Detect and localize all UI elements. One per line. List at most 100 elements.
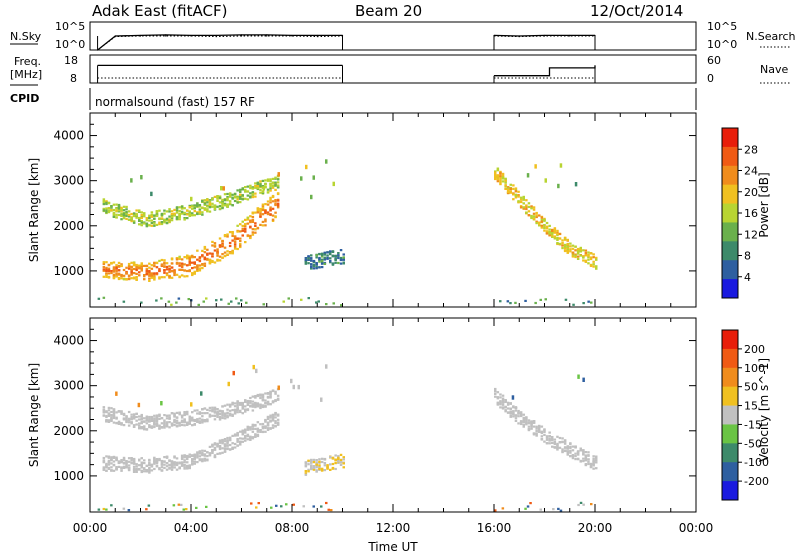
heatmap-cell — [269, 396, 272, 399]
date-title: 12/Oct/2014 — [590, 2, 683, 20]
noise-series-0-segment-0 — [97, 34, 343, 51]
heatmap-cell — [228, 231, 232, 234]
colorbar-tick-label: 24 — [744, 165, 758, 178]
heatmap-cell — [246, 435, 250, 438]
colorbar-tick-label: 100 — [744, 362, 765, 375]
heatmap-cell — [304, 472, 308, 475]
heatmap-cell — [271, 414, 275, 417]
heatmap-cell — [132, 276, 136, 279]
heatmap-cell — [175, 422, 179, 425]
heatmap-cell — [318, 266, 321, 269]
heatmap-cell — [595, 467, 598, 470]
heatmap-cell — [125, 460, 128, 463]
heatmap-cell — [246, 222, 250, 225]
heatmap-cell — [135, 470, 138, 473]
heatmap-cell — [543, 430, 546, 433]
heatmap-cell — [244, 400, 247, 403]
heatmap-cell — [132, 424, 136, 427]
heatmap-cell — [110, 271, 113, 275]
heatmap-cell — [264, 402, 267, 405]
heatmap-cell — [203, 457, 207, 460]
heatmap-cell — [178, 218, 181, 221]
heatmap-cell — [201, 418, 204, 421]
heatmap-cell — [213, 418, 217, 421]
heatmap-cell — [576, 257, 580, 260]
heatmap-cell — [226, 408, 229, 411]
heatmap-cell — [226, 439, 229, 442]
heatmap-cell — [529, 502, 532, 505]
heatmap-cell — [329, 468, 332, 471]
heatmap-cell — [130, 413, 133, 416]
heatmap-cell — [506, 300, 510, 303]
heatmap-cell — [155, 460, 159, 463]
heatmap-cell — [269, 178, 272, 181]
heatmap-cell — [208, 210, 212, 213]
heatmap-cell — [102, 507, 106, 511]
heatmap-cell — [509, 412, 512, 415]
heatmap-cell — [269, 196, 272, 199]
heatmap-cell — [191, 462, 194, 465]
heatmap-cell — [514, 190, 518, 193]
heatmap-cell — [254, 433, 257, 436]
heatmap-cell — [110, 469, 113, 472]
heatmap-cell — [569, 447, 572, 450]
heatmap-cell — [592, 256, 595, 259]
heatmap-cell — [140, 221, 143, 224]
heatmap-cell — [509, 410, 512, 413]
heatmap-cell — [218, 440, 222, 443]
heatmap-cell — [186, 209, 189, 212]
heatmap-cell — [198, 256, 202, 259]
heatmap-cell — [178, 421, 181, 424]
heatmap-cell — [553, 438, 557, 441]
heatmap-cell — [117, 261, 121, 264]
heatmap-cell — [315, 301, 318, 304]
heatmap-cell — [310, 267, 313, 270]
heatmap-cell — [107, 455, 111, 458]
heatmap-cell — [561, 244, 564, 247]
heatmap-cell — [249, 195, 252, 198]
heatmap-cell — [501, 403, 505, 406]
heatmap-cell — [312, 265, 316, 268]
heatmap-cell — [239, 437, 242, 440]
heatmap-cell — [522, 425, 525, 428]
heatmap-cell — [254, 396, 257, 399]
heatmap-cell — [140, 211, 143, 214]
heatmap-cell — [170, 462, 174, 465]
heatmap-cell — [153, 421, 156, 424]
heatmap-cell — [501, 172, 505, 175]
heatmap-cell — [153, 419, 156, 423]
heatmap-cell — [221, 405, 224, 408]
heatmap-cell — [223, 443, 227, 446]
heatmap-cell — [259, 403, 262, 406]
heatmap-cell — [545, 436, 549, 439]
heatmap-cell — [323, 464, 327, 467]
heatmap-cell — [196, 451, 199, 454]
heatmap-cell — [178, 206, 181, 209]
heatmap-cell — [339, 463, 343, 466]
heatmap-cell — [239, 409, 242, 412]
heatmap-cell — [107, 272, 111, 275]
heatmap-cell — [155, 419, 159, 422]
cpid-text: normalsound (fast) 157 RF — [95, 95, 255, 109]
heatmap-cell — [198, 421, 202, 424]
heatmap-cell — [339, 453, 343, 456]
heatmap-cell — [223, 255, 227, 258]
heatmap-cell — [323, 253, 327, 256]
heatmap-cell — [125, 419, 128, 422]
heatmap-cell — [264, 183, 267, 186]
heatmap-cell — [203, 420, 207, 423]
heatmap-cell — [213, 454, 217, 457]
heatmap-cell — [256, 185, 260, 188]
heatmap-cell — [125, 271, 128, 274]
heatmap-cell — [178, 467, 181, 470]
heatmap-cell — [188, 415, 191, 418]
heatmap-cell — [153, 221, 156, 224]
heatmap-cell — [180, 207, 184, 210]
heatmap-cell — [264, 218, 267, 221]
heatmap-cell — [264, 210, 267, 213]
heatmap-cell — [165, 268, 169, 271]
heatmap-cell — [148, 214, 151, 217]
heatmap-cell — [519, 200, 523, 204]
velocity-data — [97, 364, 598, 512]
heatmap-cell — [175, 273, 179, 276]
